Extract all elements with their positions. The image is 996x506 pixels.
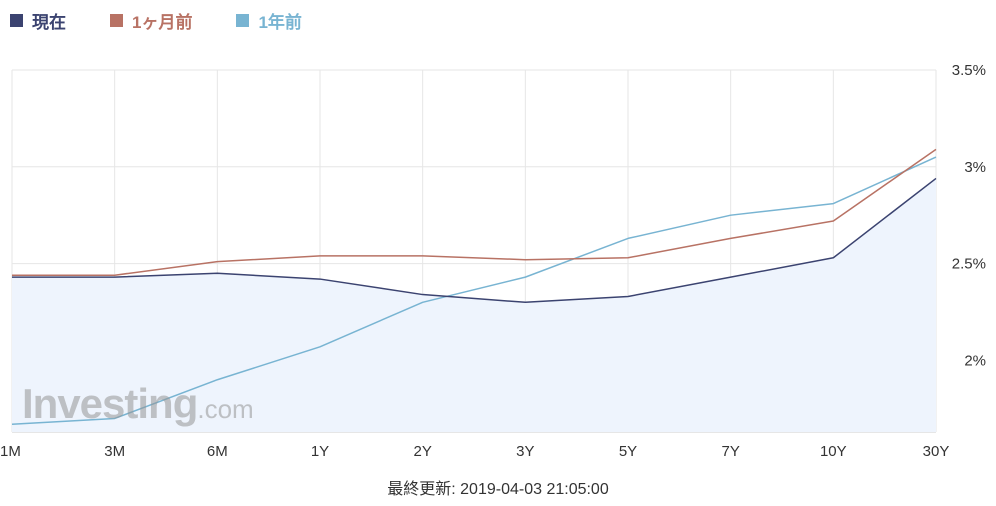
series-lines [11, 148, 937, 426]
legend-label: 1ヶ月前 [132, 12, 193, 32]
legend-item-0[interactable]: 現在 [10, 8, 66, 33]
series-area-0 [12, 178, 936, 432]
x-tick-label: 7Y [721, 443, 739, 460]
x-tick-label: 1Y [311, 443, 329, 460]
legend-swatch-icon [236, 13, 250, 27]
x-tick-label: 30Y [923, 443, 950, 460]
legend-label: 現在 [32, 12, 66, 32]
legend-label: 1年前 [258, 12, 302, 32]
x-tick-label: 3M [104, 443, 125, 460]
last-updated-label: 最終更新: 2019-04-03 21:05:00 [387, 481, 609, 498]
watermark-suffix-text: .com [197, 394, 254, 424]
legend-swatch-icon [10, 13, 23, 27]
watermark-main-text: Investing [22, 380, 198, 427]
legend-item-2[interactable]: 1年前 [236, 8, 302, 33]
y-axis-labels: 2% 2.5% 3% 3.5% [952, 62, 986, 369]
x-axis-labels: 1M 3M 6M 1Y 2Y 3Y 5Y 7Y 10Y 30Y [0, 443, 949, 460]
y-tick-label: 3.5% [952, 62, 986, 79]
x-tick-label: 3Y [516, 443, 534, 460]
series-line-0 [12, 177, 937, 304]
x-tick-label: 2Y [413, 443, 431, 460]
yield-curve-chart: 1M 3M 6M 1Y 2Y 3Y 5Y 7Y 10Y 30Y 2% 2.5% 3% 3.5% [0, 62, 986, 460]
x-tick-label: 5Y [619, 443, 637, 460]
watermark-logo: Investing.com [22, 380, 254, 428]
x-tick-label: 6M [207, 443, 228, 460]
chart-legend: 現在 1ヶ月前 1年前 [10, 8, 346, 32]
legend-item-1[interactable]: 1ヶ月前 [110, 8, 192, 33]
x-tick-label: 1M [0, 443, 21, 460]
y-tick-label: 2% [964, 352, 986, 369]
y-tick-label: 2.5% [952, 256, 986, 273]
series-line-1 [12, 148, 937, 276]
x-tick-label: 10Y [820, 443, 847, 460]
series-line-2 [11, 156, 937, 426]
series-area [12, 178, 936, 432]
y-tick-label: 3% [964, 159, 986, 176]
legend-swatch-icon [110, 13, 123, 27]
